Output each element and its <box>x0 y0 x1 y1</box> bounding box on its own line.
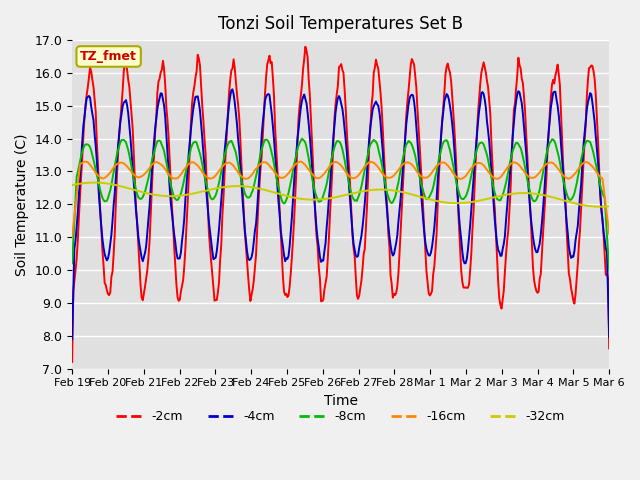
Text: TZ_fmet: TZ_fmet <box>80 50 137 63</box>
X-axis label: Time: Time <box>324 394 358 408</box>
Y-axis label: Soil Temperature (C): Soil Temperature (C) <box>15 133 29 276</box>
Title: Tonzi Soil Temperatures Set B: Tonzi Soil Temperatures Set B <box>218 15 463 33</box>
Legend: -2cm, -4cm, -8cm, -16cm, -32cm: -2cm, -4cm, -8cm, -16cm, -32cm <box>111 405 570 428</box>
